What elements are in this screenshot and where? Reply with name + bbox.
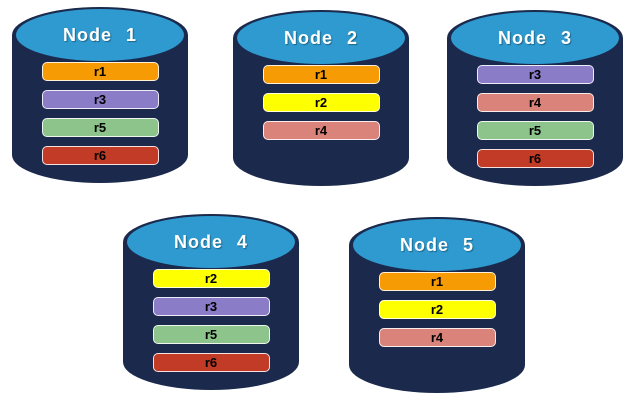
- replica-label: r6: [204, 355, 218, 370]
- replica-label: r3: [528, 67, 542, 82]
- replica-row-r4: r4: [378, 328, 496, 347]
- replica-label: r1: [430, 274, 444, 289]
- replica-label: r5: [204, 327, 218, 342]
- replica-row-r5: r5: [41, 118, 159, 137]
- replica-row-r3: r3: [476, 65, 594, 84]
- replica-label: r5: [93, 120, 107, 135]
- node-2-title: Node 2: [283, 27, 358, 48]
- node-3-replica-rows: r3 r4 r5 r6: [447, 65, 623, 168]
- replica-label: r1: [93, 64, 107, 79]
- replica-label: r3: [204, 299, 218, 314]
- replica-label: r5: [528, 123, 542, 138]
- replica-row-r2: r2: [378, 300, 496, 319]
- node-4-replica-rows: r2 r3 r5 r6: [123, 269, 299, 372]
- node-3-cylinder: Node 3 r3 r4 r5 r6: [447, 10, 623, 186]
- replica-row-r5: r5: [152, 325, 270, 344]
- node-1-replica-rows: r1 r3 r5 r6: [12, 62, 188, 165]
- node-5-cylinder: Node 5 r1 r2 r4: [349, 217, 525, 393]
- node-1-cylinder: Node 1 r1 r3 r5 r6: [12, 7, 188, 183]
- node-4-title: Node 4: [173, 231, 248, 252]
- node-1-title: Node 1: [62, 24, 137, 45]
- replica-row-r3: r3: [152, 297, 270, 316]
- replica-row-r4: r4: [476, 93, 594, 112]
- replica-label: r4: [528, 95, 542, 110]
- node-5-top-ellipse: Node 5: [353, 219, 521, 271]
- replica-row-r1: r1: [378, 272, 496, 291]
- replica-label: r2: [314, 95, 328, 110]
- replica-row-r6: r6: [41, 146, 159, 165]
- replica-row-r3: r3: [41, 90, 159, 109]
- replica-row-r5: r5: [476, 121, 594, 140]
- node-2-cylinder: Node 2 r1 r2 r4: [233, 10, 409, 186]
- replica-label: r3: [93, 92, 107, 107]
- replica-label: r1: [314, 67, 328, 82]
- node-3-top-ellipse: Node 3: [451, 12, 619, 64]
- replica-row-r1: r1: [262, 65, 380, 84]
- node-1-top-ellipse: Node 1: [16, 9, 184, 61]
- replica-label: r4: [314, 123, 328, 138]
- node-5-replica-rows: r1 r2 r4: [349, 272, 525, 347]
- replica-row-r4: r4: [262, 121, 380, 140]
- node-2-top-ellipse: Node 2: [237, 12, 405, 64]
- node-4-cylinder: Node 4 r2 r3 r5 r6: [123, 214, 299, 390]
- node-4-top-ellipse: Node 4: [127, 216, 295, 268]
- replica-row-r2: r2: [262, 93, 380, 112]
- replica-row-r1: r1: [41, 62, 159, 81]
- replica-row-r6: r6: [152, 353, 270, 372]
- replica-label: r2: [204, 271, 218, 286]
- node-5-title: Node 5: [399, 234, 474, 255]
- replica-label: r4: [430, 330, 444, 345]
- replica-row-r2: r2: [152, 269, 270, 288]
- node-2-replica-rows: r1 r2 r4: [233, 65, 409, 140]
- node-3-title: Node 3: [497, 27, 572, 48]
- replica-label: r6: [93, 148, 107, 163]
- replica-row-r6: r6: [476, 149, 594, 168]
- replica-label: r2: [430, 302, 444, 317]
- replica-label: r6: [528, 151, 542, 166]
